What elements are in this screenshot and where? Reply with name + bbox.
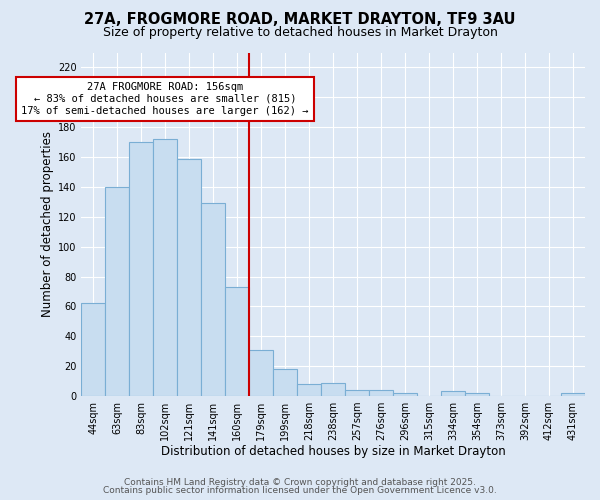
Text: Size of property relative to detached houses in Market Drayton: Size of property relative to detached ho… <box>103 26 497 39</box>
Bar <box>465 393 489 396</box>
Text: 27A FROGMORE ROAD: 156sqm
← 83% of detached houses are smaller (815)
17% of semi: 27A FROGMORE ROAD: 156sqm ← 83% of detac… <box>22 82 309 116</box>
Bar <box>225 287 249 396</box>
Bar <box>129 142 153 396</box>
Bar <box>321 382 345 396</box>
Bar <box>81 304 105 396</box>
Bar <box>297 384 321 396</box>
Bar <box>201 204 225 396</box>
Bar <box>249 350 273 396</box>
Bar <box>345 390 369 396</box>
Bar <box>177 158 201 396</box>
Text: Contains public sector information licensed under the Open Government Licence v3: Contains public sector information licen… <box>103 486 497 495</box>
Bar <box>561 393 585 396</box>
Bar <box>393 393 417 396</box>
Bar <box>273 369 297 396</box>
Bar <box>441 392 465 396</box>
Bar <box>369 390 393 396</box>
Bar <box>105 187 129 396</box>
Text: 27A, FROGMORE ROAD, MARKET DRAYTON, TF9 3AU: 27A, FROGMORE ROAD, MARKET DRAYTON, TF9 … <box>84 12 516 28</box>
Y-axis label: Number of detached properties: Number of detached properties <box>41 131 53 317</box>
Bar <box>153 139 177 396</box>
X-axis label: Distribution of detached houses by size in Market Drayton: Distribution of detached houses by size … <box>161 444 505 458</box>
Text: Contains HM Land Registry data © Crown copyright and database right 2025.: Contains HM Land Registry data © Crown c… <box>124 478 476 487</box>
